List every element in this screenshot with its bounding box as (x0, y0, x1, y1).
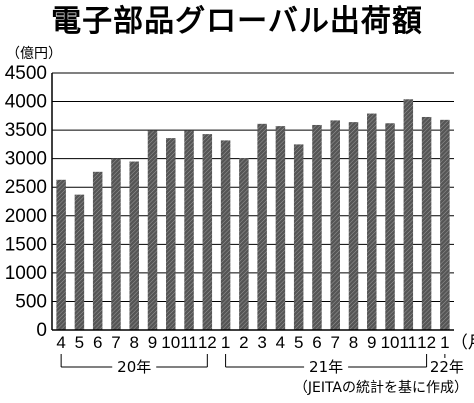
x-axis-unit: （月） (451, 333, 474, 352)
bar (239, 158, 249, 330)
bar (220, 140, 231, 330)
x-tick-label: 6 (312, 333, 321, 352)
x-tick-label: 10 (161, 333, 180, 352)
x-tick-label: 1 (440, 333, 449, 352)
x-tick-label: 12 (198, 333, 217, 352)
bar (440, 119, 450, 330)
bar (312, 124, 322, 331)
bar (202, 134, 213, 330)
x-tick-label: 8 (129, 333, 138, 352)
bar (293, 144, 304, 330)
y-tick-label: 4000 (5, 92, 47, 113)
y-tick-label: 1000 (5, 263, 47, 284)
x-tick-label: 1 (221, 333, 230, 352)
bar (166, 138, 176, 330)
x-tick-label: 12 (417, 333, 436, 352)
year-group-label: 20年 (117, 358, 151, 376)
x-tick-label: 2 (239, 333, 248, 352)
y-tick-label: 2000 (5, 206, 47, 227)
bar (129, 161, 139, 330)
bar (56, 179, 66, 330)
chart-title: 電子部品グローバル出荷額 (51, 4, 423, 39)
y-tick-label: 3000 (5, 149, 47, 170)
y-tick-label: 2500 (5, 177, 47, 198)
y-tick-label: 1500 (5, 234, 47, 255)
x-tick-label: 7 (330, 333, 339, 352)
bar (74, 194, 85, 330)
bar (348, 122, 359, 330)
bar (257, 123, 267, 330)
bar (403, 99, 414, 330)
x-tick-label: 11 (399, 333, 417, 352)
bar (147, 130, 158, 330)
bar (385, 123, 395, 330)
y-axis-label: （億円） (6, 46, 62, 62)
y-tick-label: 4500 (5, 63, 47, 84)
bar (184, 130, 194, 330)
x-tick-label: 3 (257, 333, 266, 352)
year-group-label: 21年 (309, 358, 343, 376)
y-tick-label: 3500 (5, 120, 47, 141)
y-tick-label: 500 (15, 291, 47, 312)
x-tick-label: 9 (367, 333, 376, 352)
x-tick-label: 7 (111, 333, 120, 352)
bar (421, 116, 432, 330)
bar (92, 171, 103, 330)
bar (367, 113, 377, 330)
x-tick-label: 5 (75, 333, 84, 352)
y-tick-label: 0 (36, 320, 47, 341)
x-tick-label: 5 (294, 333, 303, 352)
x-tick-label: 6 (93, 333, 102, 352)
x-tick-label: 4 (276, 333, 285, 352)
x-tick-label: 10 (381, 333, 400, 352)
x-tick-label: 11 (180, 333, 198, 352)
x-tick-label: 9 (148, 333, 157, 352)
bar (111, 158, 121, 330)
bar (330, 120, 340, 330)
source-note: （JEITAの統計を基に作成） (294, 379, 468, 396)
x-tick-label: 4 (56, 333, 65, 352)
x-tick-label: 8 (349, 333, 358, 352)
year-group-label: 22年 (430, 358, 464, 376)
bar (275, 126, 286, 330)
